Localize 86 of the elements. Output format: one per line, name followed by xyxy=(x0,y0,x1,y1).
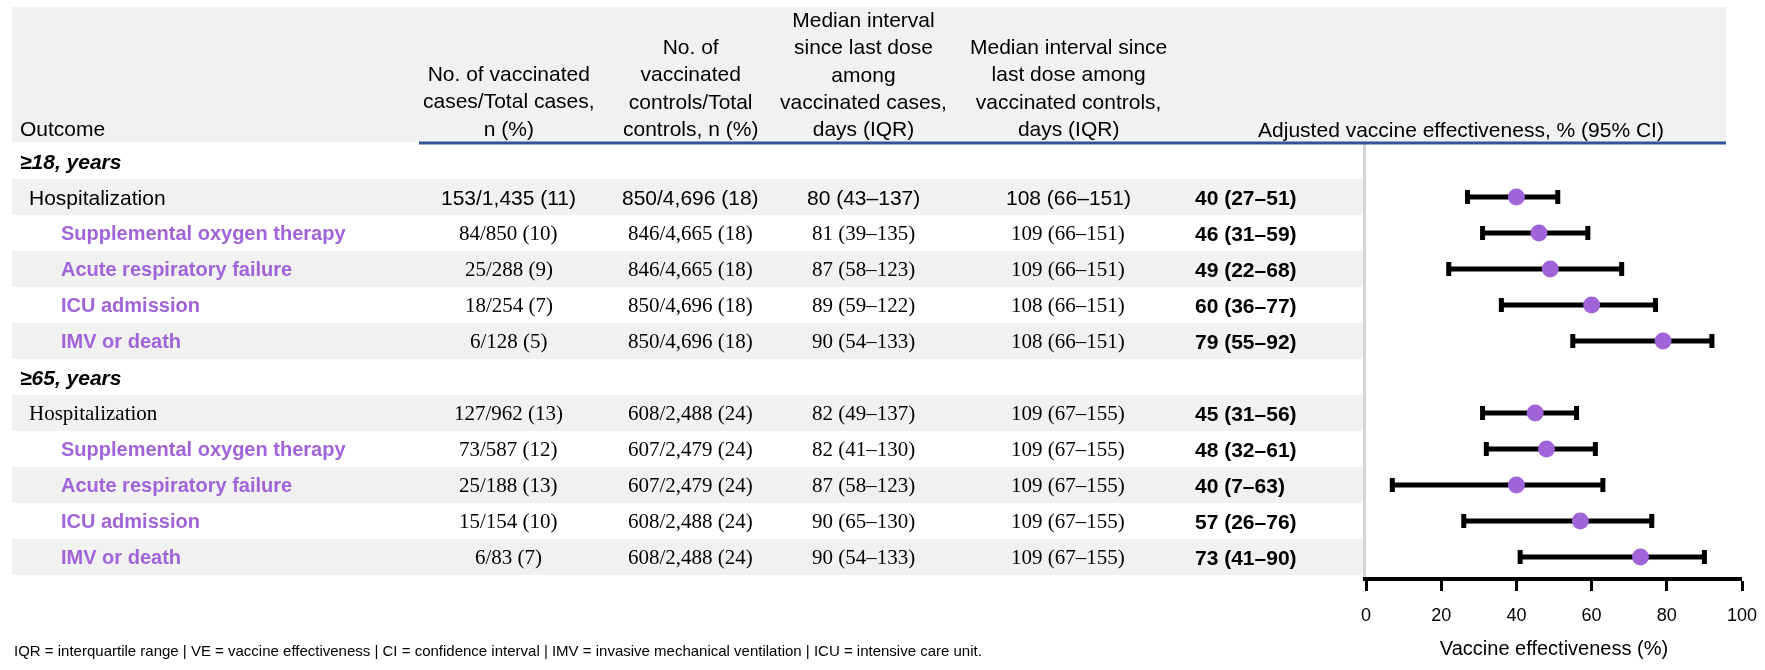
text: 73/587 (12) xyxy=(459,437,558,461)
category-label: No. of vaccinated cases/Total cases, n (%) xyxy=(423,62,595,140)
x-axis-title: Vaccine effectiveness (%) xyxy=(1439,636,1669,659)
category-label: Supplemental oxygen therapy xyxy=(61,438,346,460)
text: 57 (26–76) xyxy=(1195,510,1297,533)
text: 90 (54–133) xyxy=(812,545,916,569)
text: 48 (32–61) xyxy=(1195,438,1297,461)
text: 25/188 (13) xyxy=(459,473,558,497)
text: IQR = interquartile range | VE = vaccine effectiveness | CI = confidence interval | IMV = invasive mechanical ventilation | ICU = intensive care unit. xyxy=(14,642,982,659)
text: 109 (67–155) xyxy=(1011,401,1125,425)
category-label: ≥65, years xyxy=(20,366,122,389)
category-label: No. of vaccinated controls/Total controls, n (%) xyxy=(623,35,759,140)
text: Outcome xyxy=(20,117,106,140)
text: 15/154 (10) xyxy=(459,509,558,533)
point xyxy=(1526,404,1544,422)
text: 84/850 (10) xyxy=(459,221,558,245)
point xyxy=(1541,260,1559,278)
text: 108 (66–151) xyxy=(1011,293,1125,317)
point xyxy=(1654,332,1672,350)
text: 109 (66–151) xyxy=(1011,257,1125,281)
x-tick-label: 80 xyxy=(1656,604,1677,625)
text: 90 (54–133) xyxy=(812,329,916,353)
category-label: Median interval since last dose among vaccinated cases, days (IQR) xyxy=(780,8,947,141)
text: 109 (67–155) xyxy=(1011,437,1125,461)
text: 608/2,488 (24) xyxy=(628,401,753,425)
text: 608/2,488 (24) xyxy=(628,509,753,533)
x-tick-label: 100 xyxy=(1726,604,1758,625)
text: 80 (43–137) xyxy=(807,186,921,209)
point xyxy=(1530,224,1548,242)
text: 850/4,696 (18) xyxy=(622,186,759,209)
category-label: ICU admission xyxy=(61,294,200,316)
text: 6/128 (5) xyxy=(470,329,548,353)
text: 846/4,665 (18) xyxy=(628,257,753,281)
text: 108 (66–151) xyxy=(1011,329,1125,353)
chart-title: Adjusted vaccine effectiveness, % (95% CI) xyxy=(1258,118,1664,142)
category-label: Supplemental oxygen therapy xyxy=(61,222,346,244)
text: 82 (49–137) xyxy=(812,401,916,425)
text: 607/2,479 (24) xyxy=(628,437,753,461)
text: 40 (7–63) xyxy=(1195,474,1285,497)
text: 109 (66–151) xyxy=(1011,221,1125,245)
x-tick-label: 20 xyxy=(1431,604,1452,625)
text: 81 (39–135) xyxy=(812,221,916,245)
text: 79 (55–92) xyxy=(1195,330,1297,353)
category-label: Hospitalization xyxy=(29,186,166,209)
x-tick-label: 0 xyxy=(1360,604,1372,625)
text: 49 (22–68) xyxy=(1195,258,1297,281)
point xyxy=(1507,188,1525,206)
text: 60 (36–77) xyxy=(1195,294,1297,317)
text: 607/2,479 (24) xyxy=(628,473,753,497)
text: 82 (41–130) xyxy=(812,437,916,461)
text: 45 (31–56) xyxy=(1195,402,1297,425)
category-label: Hospitalization xyxy=(29,401,158,425)
text: 846/4,665 (18) xyxy=(628,221,753,245)
x-tick-label: 40 xyxy=(1506,604,1527,625)
category-label: IMV or death xyxy=(61,546,182,568)
text: 109 (67–155) xyxy=(1011,473,1125,497)
category-label: Median interval since last dose among vaccinated controls, days (IQR) xyxy=(970,35,1168,140)
category-label: IMV or death xyxy=(61,330,182,352)
text: 127/962 (13) xyxy=(454,401,564,425)
text: 850/4,696 (18) xyxy=(628,293,753,317)
point xyxy=(1631,548,1649,566)
point xyxy=(1571,512,1589,530)
text: 109 (67–155) xyxy=(1011,509,1125,533)
text: 87 (58–123) xyxy=(812,473,916,497)
text: 850/4,696 (18) xyxy=(628,329,753,353)
point xyxy=(1507,476,1525,494)
text: 87 (58–123) xyxy=(812,257,916,281)
x-tick-label: 60 xyxy=(1581,604,1602,625)
text: 73 (41–90) xyxy=(1195,546,1297,569)
text: 40 (27–51) xyxy=(1195,186,1297,209)
text: 89 (59–122) xyxy=(812,293,916,317)
category-label: ≥18, years xyxy=(20,150,122,173)
text: 108 (66–151) xyxy=(1006,186,1131,209)
text: 18/254 (7) xyxy=(465,293,554,317)
text: 608/2,488 (24) xyxy=(628,545,753,569)
text: 153/1,435 (11) xyxy=(441,186,577,209)
text: 25/288 (9) xyxy=(465,257,554,281)
point xyxy=(1537,440,1555,458)
text: 46 (31–59) xyxy=(1195,222,1297,245)
text: 6/83 (7) xyxy=(475,545,543,569)
text: 109 (67–155) xyxy=(1011,545,1125,569)
point xyxy=(1583,296,1601,314)
category-label: ICU admission xyxy=(61,510,200,532)
category-label: Acute respiratory failure xyxy=(61,258,293,280)
text: 90 (65–130) xyxy=(812,509,916,533)
category-label: Acute respiratory failure xyxy=(61,474,293,496)
